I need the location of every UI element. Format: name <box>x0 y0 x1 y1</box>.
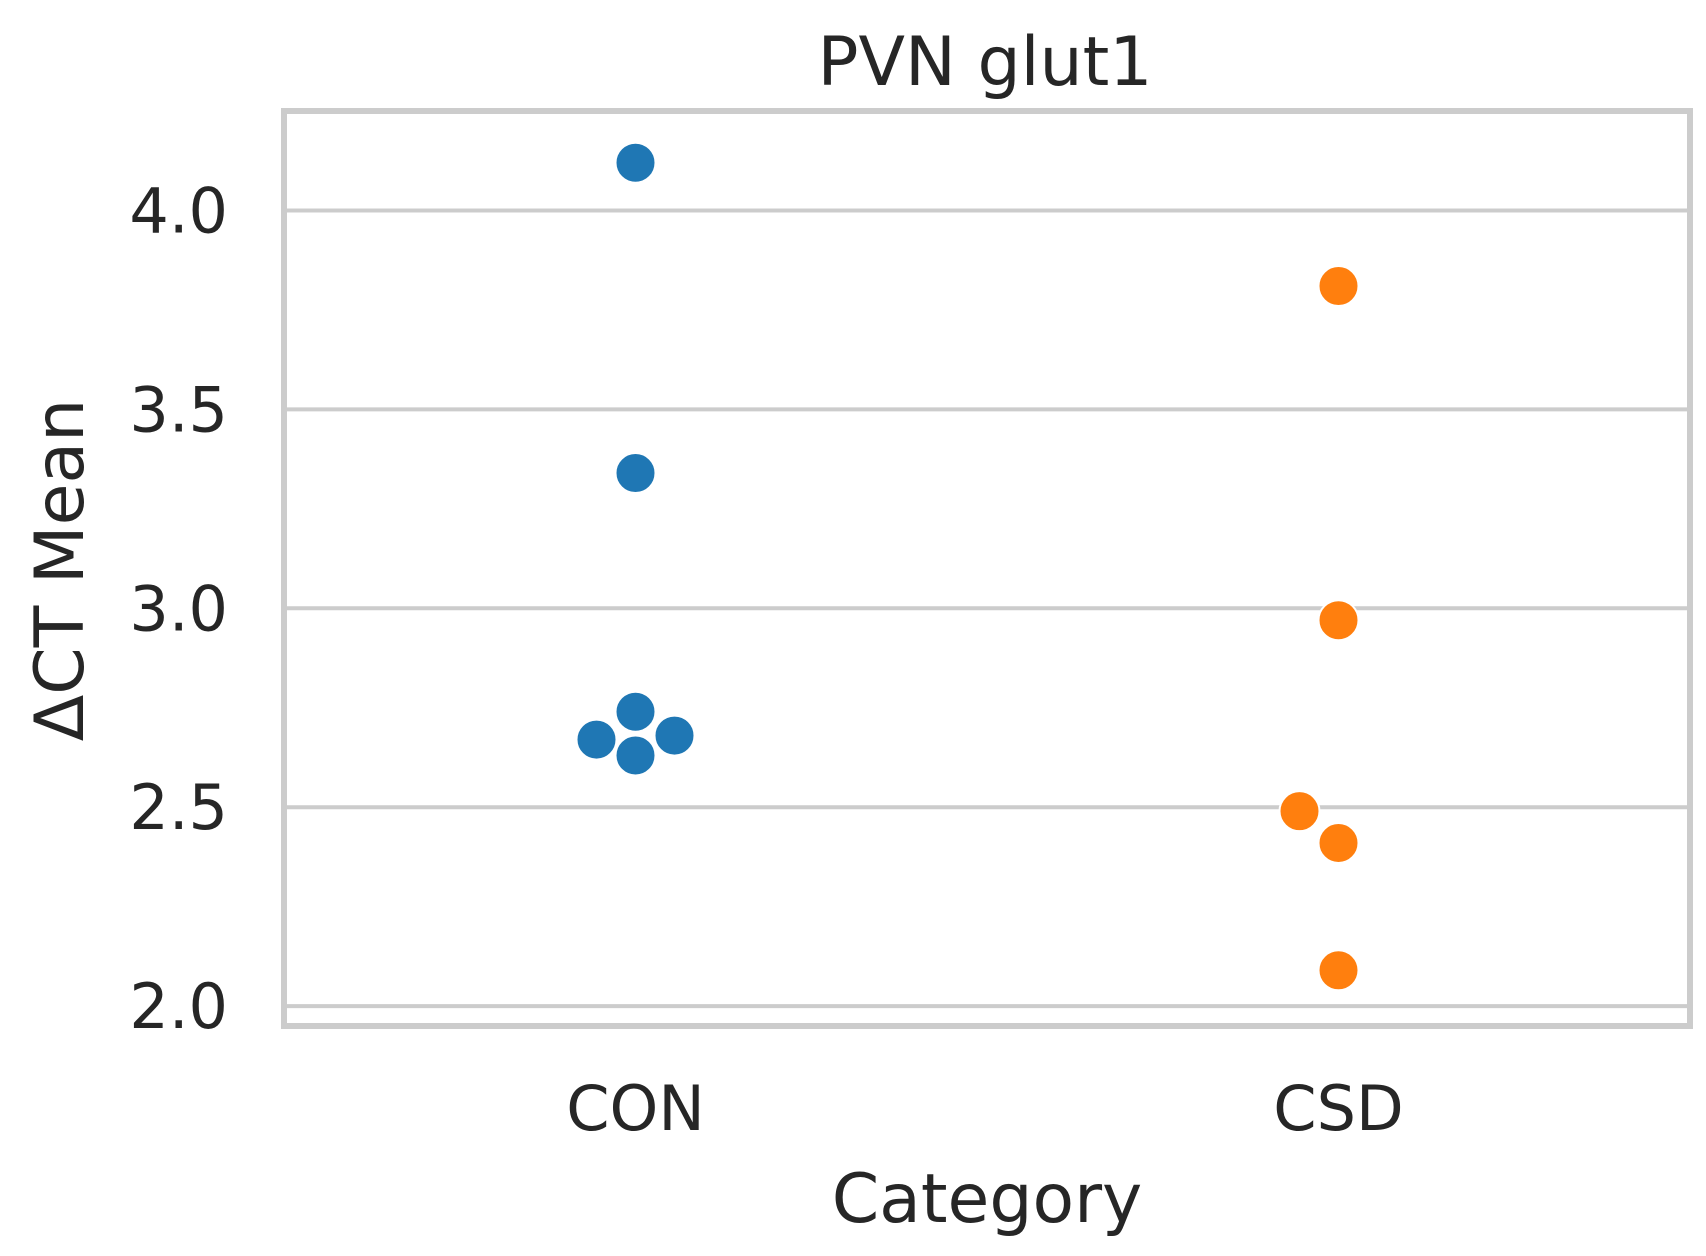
y-tick-label: 4.0 <box>129 174 228 247</box>
data-point <box>614 734 657 777</box>
data-point <box>1317 265 1360 308</box>
y-axis-label: ΔCT Mean <box>21 399 100 741</box>
data-point <box>1317 599 1360 642</box>
data-point <box>653 714 696 757</box>
data-point <box>614 690 657 733</box>
x-tick-label: CSD <box>1273 1072 1403 1145</box>
data-point <box>614 452 657 495</box>
x-axis-label: Category <box>832 1160 1143 1239</box>
grid <box>284 208 1690 1009</box>
y-tick-label: 2.0 <box>129 970 228 1043</box>
data-point <box>1278 790 1321 833</box>
x-tick-labels: CON CSD <box>566 1072 1403 1145</box>
y-tick-label: 3.0 <box>129 572 228 645</box>
y-tick-label: 2.5 <box>129 771 228 844</box>
y-tick-labels: 2.0 2.5 3.0 3.5 4.0 <box>129 174 228 1043</box>
y-tick-label: 3.5 <box>129 373 228 446</box>
plot-frame <box>281 108 1693 1029</box>
data-point <box>1317 822 1360 864</box>
chart-title: PVN glut1 <box>817 23 1152 102</box>
data-points <box>575 141 1360 992</box>
x-tick-label: CON <box>566 1072 704 1145</box>
data-point <box>1317 949 1360 992</box>
data-point <box>575 718 618 761</box>
data-point <box>614 141 657 184</box>
